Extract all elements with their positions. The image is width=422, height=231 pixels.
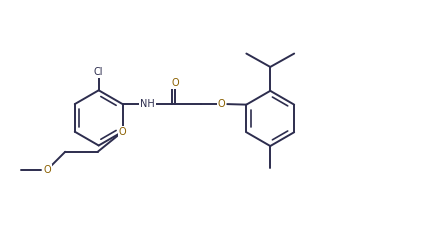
Text: O: O xyxy=(43,165,51,175)
Text: Cl: Cl xyxy=(94,67,103,77)
Text: NH: NH xyxy=(140,99,155,109)
Text: O: O xyxy=(119,127,126,137)
Text: O: O xyxy=(171,78,179,88)
Text: O: O xyxy=(218,99,225,109)
